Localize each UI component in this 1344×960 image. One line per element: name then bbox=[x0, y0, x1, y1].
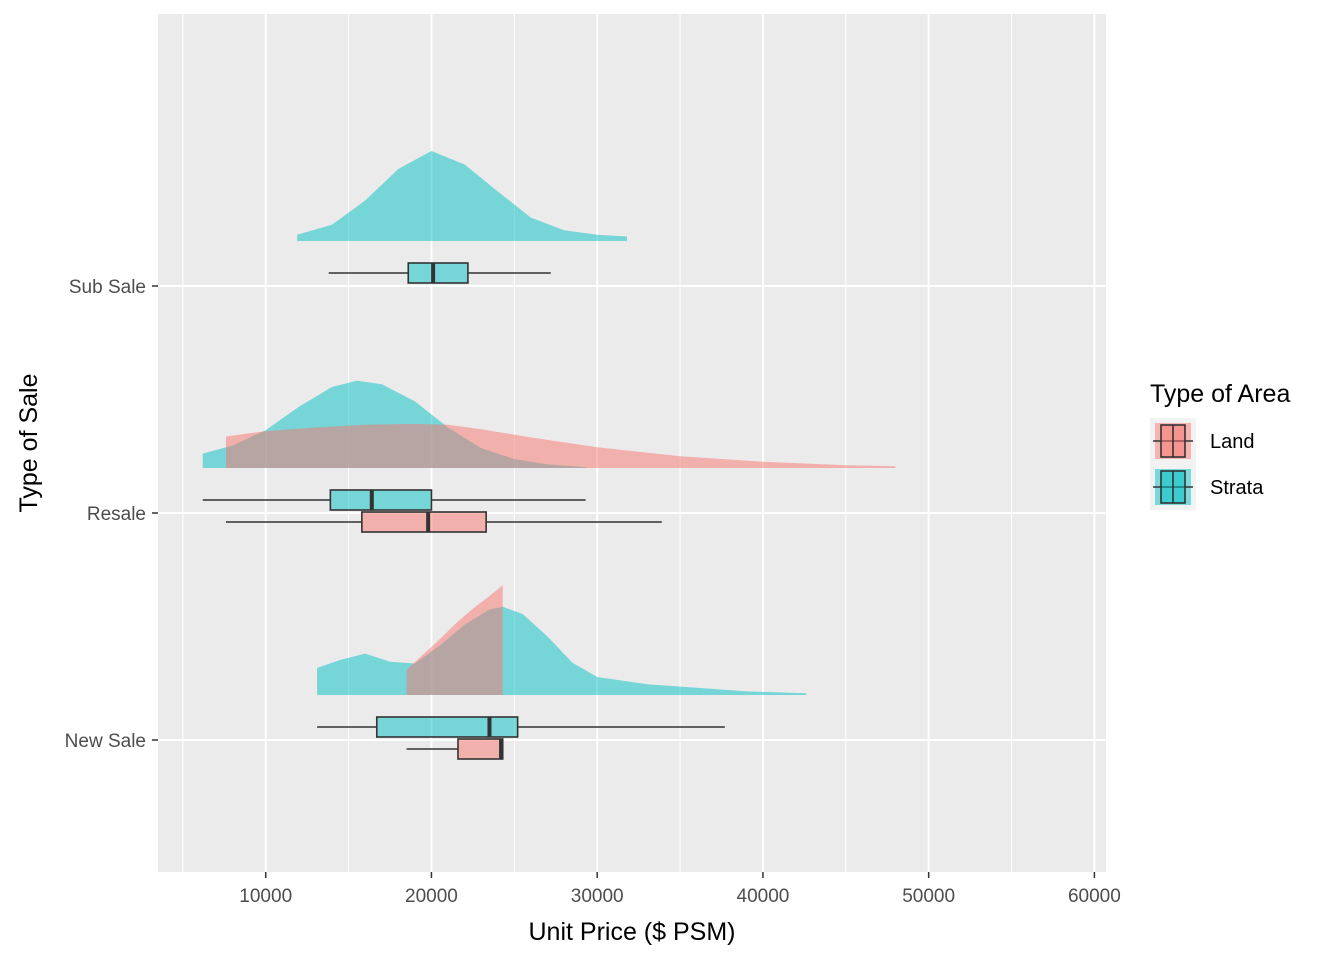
box-strata-resale bbox=[329, 489, 433, 511]
y-tick-label-sub-sale: Sub Sale bbox=[69, 277, 146, 298]
y-tick-label-new-sale: New Sale bbox=[65, 731, 146, 752]
legend-keys: Land Strata bbox=[1150, 418, 1264, 510]
x-tick-label-4: 50000 bbox=[902, 886, 955, 907]
x-tick-label-0: 10000 bbox=[239, 886, 292, 907]
x-tick-label-2: 30000 bbox=[571, 886, 624, 907]
boxplot-layer bbox=[202, 262, 725, 760]
y-tick-label-resale: Resale bbox=[87, 504, 146, 525]
y-axis-title: Type of Sale bbox=[15, 374, 43, 513]
x-axis: 10000 20000 30000 40000 50000 60000 bbox=[239, 872, 1121, 907]
box-land-new-sale bbox=[457, 738, 504, 760]
density-land-resale bbox=[226, 423, 896, 468]
x-tick-label-1: 20000 bbox=[405, 886, 458, 907]
legend-title: Type of Area bbox=[1150, 380, 1290, 408]
density-strata-sub-sale bbox=[297, 151, 627, 241]
legend-label-strata: Strata bbox=[1210, 477, 1264, 499]
x-tick-label-3: 40000 bbox=[737, 886, 790, 907]
y-axis: Sub Sale Resale New Sale bbox=[65, 277, 158, 752]
legend: Type of Area Land Strata bbox=[1150, 380, 1290, 510]
box-strata-sub-sale bbox=[407, 262, 469, 284]
x-axis-title: Unit Price ($ PSM) bbox=[529, 918, 736, 946]
x-tick-label-5: 60000 bbox=[1068, 886, 1121, 907]
box-land-resale bbox=[361, 511, 487, 533]
legend-label-land: Land bbox=[1210, 431, 1255, 453]
density-land-new-sale bbox=[406, 585, 503, 695]
box-strata-new-sale bbox=[375, 716, 519, 738]
density-layer bbox=[202, 151, 896, 695]
